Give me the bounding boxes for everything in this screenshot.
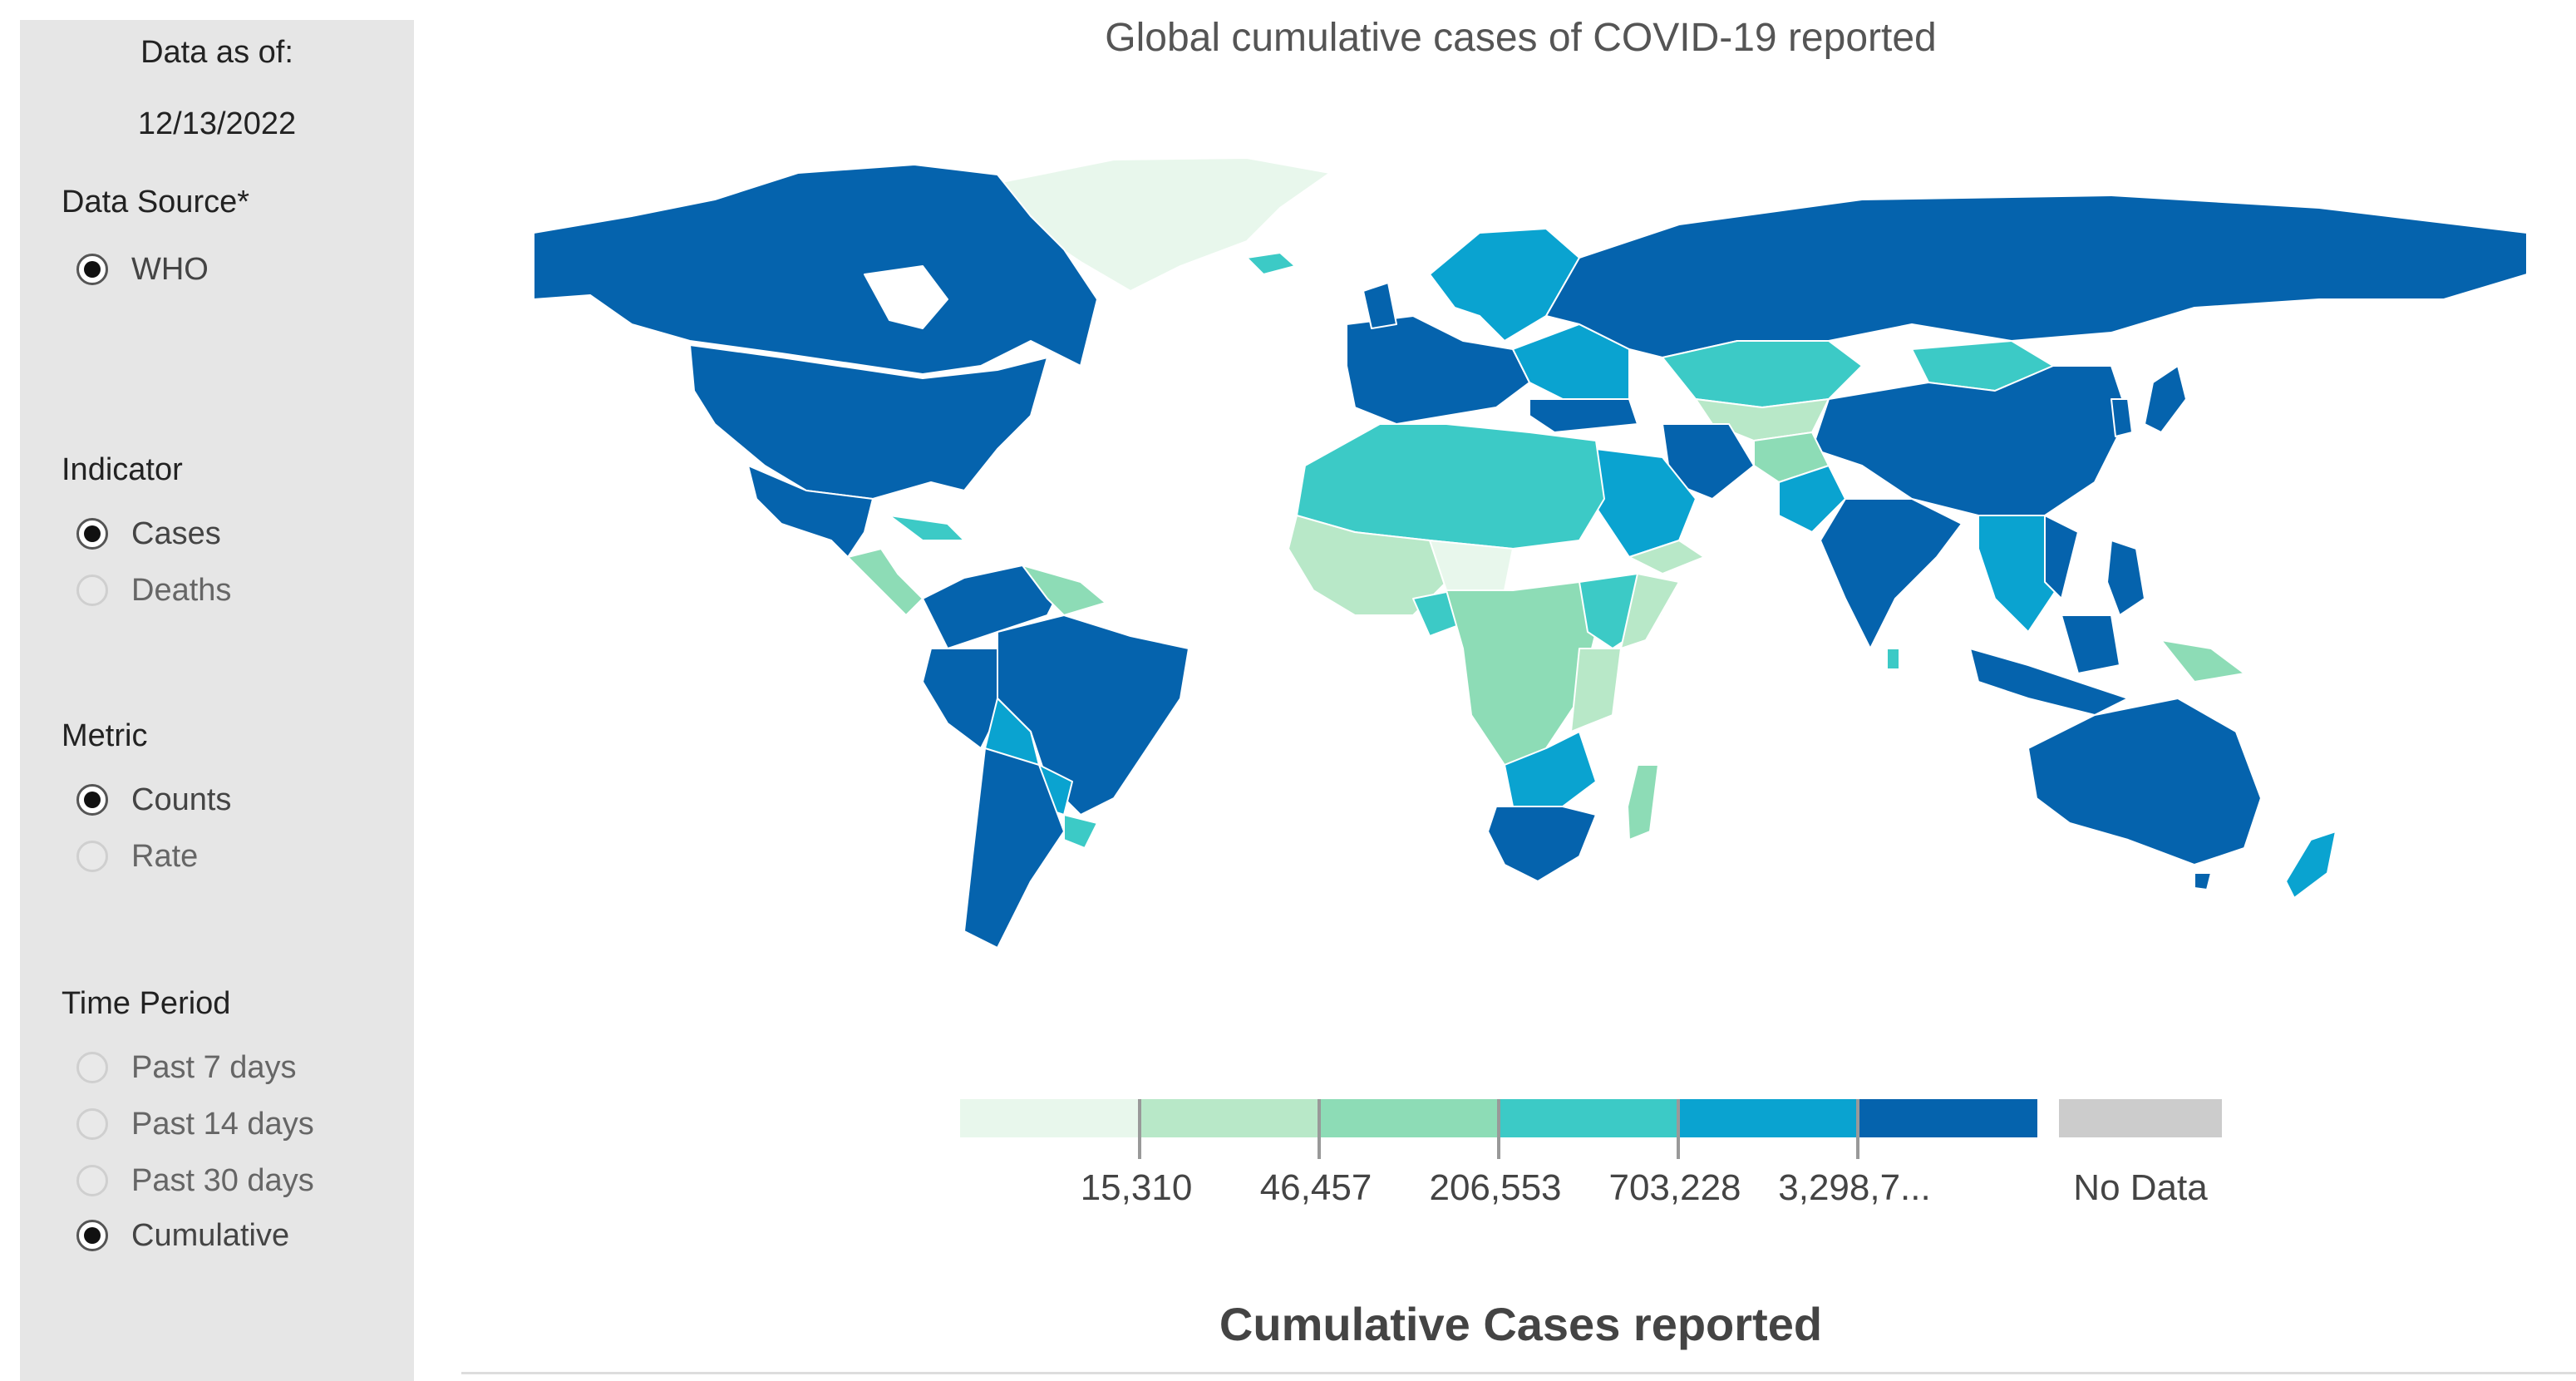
legend-break-label: 3,298,7... — [1778, 1167, 1931, 1208]
radio-checked-icon[interactable] — [76, 254, 108, 285]
radio-label: Cases — [131, 515, 221, 551]
region-uruguay[interactable] — [1063, 814, 1098, 849]
region-scandinavia[interactable] — [1429, 228, 1580, 342]
radio-time-past-14-days[interactable]: Past 14 days — [76, 1101, 314, 1147]
time-period-label: Time Period — [62, 986, 231, 1021]
radio-indicator-deaths[interactable]: Deaths — [76, 567, 231, 614]
region-argentina[interactable] — [963, 747, 1065, 949]
table-top-border — [461, 1372, 2576, 1374]
region-somalia[interactable] — [1620, 573, 1680, 649]
radio-metric-rate[interactable]: Rate — [76, 833, 198, 880]
filter-sidebar: Data as of: 12/13/2022 Data Source* WHO … — [20, 20, 414, 1381]
legend-swatch — [1140, 1099, 1319, 1137]
legend-tick — [1318, 1099, 1321, 1159]
legend-tick — [1677, 1099, 1680, 1159]
radio-checked-icon[interactable] — [76, 784, 108, 816]
radio-metric-counts[interactable]: Counts — [76, 777, 231, 823]
region-uk[interactable] — [1362, 282, 1397, 329]
region-australia[interactable] — [2027, 698, 2262, 866]
radio-unchecked-icon[interactable] — [76, 841, 108, 872]
region-central-america[interactable] — [847, 548, 924, 616]
radio-unchecked-icon[interactable] — [76, 1052, 108, 1083]
region-iceland[interactable] — [1246, 252, 1296, 275]
legend-swatch — [1678, 1099, 1858, 1137]
radio-indicator-cases[interactable]: Cases — [76, 510, 221, 557]
legend-swatch — [1858, 1099, 2037, 1137]
data-source-label: Data Source* — [62, 185, 250, 219]
region-western-europe[interactable] — [1346, 315, 1530, 425]
region-philippines[interactable] — [2106, 540, 2145, 616]
radio-label: Past 30 days — [131, 1162, 314, 1198]
region-peru[interactable] — [922, 648, 998, 749]
radio-data-source-who[interactable]: WHO — [76, 246, 209, 293]
region-caribbean[interactable] — [889, 515, 965, 541]
radio-label: Past 7 days — [131, 1049, 297, 1085]
region-china[interactable] — [1811, 365, 2129, 516]
radio-time-past-7-days[interactable]: Past 7 days — [76, 1044, 297, 1091]
radio-time-cumulative[interactable]: Cumulative — [76, 1212, 289, 1259]
legend-swatch — [960, 1099, 1140, 1137]
region-sri-lanka[interactable] — [1886, 648, 1900, 670]
legend-no-data-swatch — [2059, 1099, 2222, 1137]
radio-unchecked-icon[interactable] — [76, 1165, 108, 1196]
radio-label: Past 14 days — [131, 1106, 314, 1142]
region-hudson-bay — [864, 265, 948, 329]
metric-label: Metric — [62, 718, 148, 753]
radio-unchecked-icon[interactable] — [76, 575, 108, 606]
radio-unchecked-icon[interactable] — [76, 1108, 108, 1140]
region-kazakhstan[interactable] — [1662, 340, 1863, 408]
data-as-of-label: Data as of: — [140, 35, 293, 70]
legend-break-label: 46,457 — [1259, 1167, 1372, 1208]
region-japan[interactable] — [2144, 365, 2187, 433]
region-korea[interactable] — [2111, 398, 2133, 437]
region-borneo[interactable] — [2061, 614, 2120, 674]
data-as-of-date: 12/13/2022 — [137, 106, 297, 141]
radio-label: Counts — [131, 782, 232, 817]
legend-break-label: 703,228 — [1608, 1167, 1741, 1208]
region-central-africa[interactable] — [1446, 581, 1597, 766]
radio-label: WHO — [131, 251, 209, 287]
legend-tick — [1856, 1099, 1859, 1159]
legend-tick — [1497, 1099, 1500, 1159]
region-russia[interactable] — [1545, 195, 2527, 358]
region-png[interactable] — [2160, 639, 2245, 683]
legend-no-data-label: No Data — [2073, 1167, 2208, 1208]
table-title: Cumulative Cases reported — [1219, 1298, 1823, 1350]
indicator-label: Indicator — [62, 452, 183, 487]
radio-label: Cumulative — [131, 1217, 290, 1253]
radio-checked-icon[interactable] — [76, 518, 108, 550]
legend-break-label: 15,310 — [1080, 1167, 1193, 1208]
region-guianas[interactable] — [1022, 565, 1106, 616]
legend-break-label: 206,553 — [1429, 1167, 1562, 1208]
region-east-africa[interactable] — [1570, 648, 1622, 732]
legend-tick — [1138, 1099, 1141, 1159]
map-title: Global cumulative cases of COVID-19 repo… — [1105, 16, 1937, 60]
region-canada[interactable] — [533, 164, 1098, 375]
legend-swatch — [1499, 1099, 1678, 1137]
region-madagascar[interactable] — [1627, 764, 1659, 841]
radio-label: Deaths — [131, 572, 232, 608]
region-tasmania[interactable] — [2194, 872, 2212, 890]
region-pakistan[interactable] — [1778, 465, 1846, 533]
region-vietnam[interactable] — [2044, 515, 2079, 599]
legend-swatch — [1319, 1099, 1499, 1137]
region-new-zealand[interactable] — [2285, 831, 2337, 899]
region-indonesia[interactable] — [1969, 648, 2129, 716]
region-united-states[interactable] — [689, 344, 1048, 500]
radio-label: Rate — [131, 838, 199, 874]
region-yemen-oman[interactable] — [1628, 540, 1705, 575]
radio-time-past-30-days[interactable]: Past 30 days — [76, 1157, 314, 1204]
region-west-africa[interactable] — [1288, 515, 1447, 616]
region-south-africa[interactable] — [1487, 806, 1597, 882]
region-turkey[interactable] — [1529, 398, 1638, 433]
radio-checked-icon[interactable] — [76, 1220, 108, 1251]
region-india[interactable] — [1820, 498, 1963, 649]
world-choropleth-map[interactable] — [532, 150, 2527, 964]
